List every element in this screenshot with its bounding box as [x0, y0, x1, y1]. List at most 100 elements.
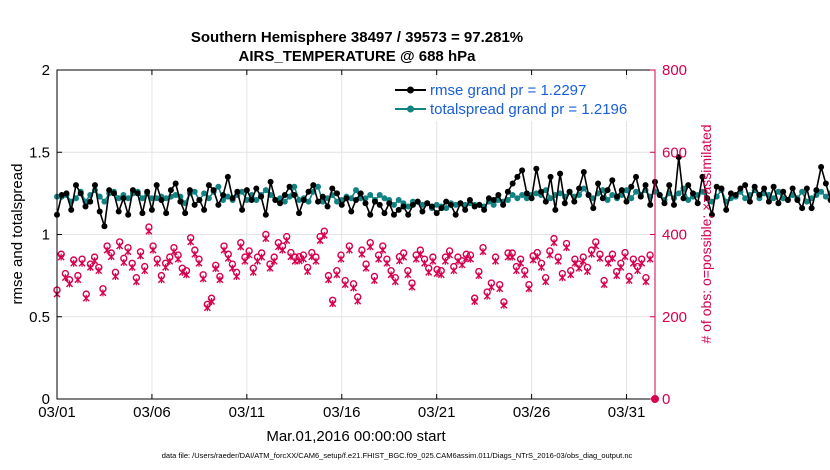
rmse-point	[509, 180, 516, 187]
obs-assimilated-point	[74, 276, 82, 284]
rmse-point	[566, 188, 573, 195]
obs-assimilated-point	[391, 278, 399, 286]
rmse-point	[229, 195, 236, 202]
obs-assimilated-point	[203, 304, 211, 312]
totalspread-point	[675, 190, 682, 197]
obs-assimilated-point	[408, 283, 416, 291]
rmse-point	[618, 187, 625, 194]
totalspread-point	[239, 188, 246, 195]
rmse-point	[324, 203, 331, 210]
rmse-point	[590, 205, 597, 212]
rmse-point	[77, 190, 84, 197]
totalspread-point	[504, 196, 511, 203]
obs-assimilated-point	[220, 246, 228, 254]
obs-assimilated-point	[479, 248, 487, 256]
obs-assimilated-point	[266, 264, 274, 272]
totalspread-point	[580, 185, 587, 192]
rmse-point	[68, 206, 75, 213]
rmse-point	[561, 200, 568, 207]
rmse-point	[775, 200, 782, 207]
totalspread-point	[172, 192, 179, 199]
totalspread-point	[533, 190, 540, 197]
rmse-point	[186, 187, 193, 194]
rmse-point	[680, 195, 687, 202]
footer-data-file: data file: /Users/raeder/DAI/ATM_forcXX/…	[162, 451, 633, 460]
rmse-point	[542, 198, 549, 205]
y-axis-label: rmse and totalspread	[9, 164, 26, 305]
obs-assimilated-point	[82, 294, 90, 302]
rmse-point	[253, 185, 260, 192]
y-axis-right-label: # of obs: o=possible; ×=assimilated	[698, 124, 714, 343]
rmse-point	[538, 188, 545, 195]
obs-assimilated-point	[116, 242, 124, 250]
obs-assimilated-point	[471, 298, 479, 306]
rmse-point	[571, 198, 578, 205]
obs-assimilated-point	[588, 250, 596, 258]
obs-assimilated-point	[358, 250, 366, 258]
x-tick-label: 03/06	[133, 404, 171, 421]
rmse-point	[428, 203, 435, 210]
x-tick-label: 03/01	[38, 404, 76, 421]
obs-assimilated-point	[537, 263, 545, 271]
rmse-point	[305, 188, 312, 195]
rmse-point	[813, 187, 820, 194]
rmse-point	[343, 195, 350, 202]
rmse-point	[82, 203, 89, 210]
rmse-point	[220, 192, 227, 199]
obs-assimilated-point	[162, 263, 170, 271]
rmse-point	[614, 193, 621, 200]
obs-assimilated-point	[646, 255, 654, 263]
obs-assimilated-point	[542, 278, 550, 286]
rmse-point	[201, 206, 208, 213]
obs-assimilated-point	[245, 251, 253, 259]
obs-assimilated-point	[66, 280, 74, 288]
rmse-point	[262, 211, 269, 218]
rmse-point	[129, 187, 136, 194]
obs-assimilated-point	[529, 256, 537, 264]
rmse-point	[286, 183, 293, 190]
obs-assimilated-point	[174, 255, 182, 263]
rmse-point	[106, 187, 113, 194]
rmse-point	[585, 192, 592, 199]
rmse-point	[144, 188, 151, 195]
totalspread-point	[623, 187, 630, 194]
totalspread-point	[381, 195, 388, 202]
rmse-point	[732, 192, 739, 199]
obs-assimilated-point	[558, 274, 566, 282]
obs-assimilated-point	[195, 259, 203, 267]
obs-assimilated-point	[500, 301, 508, 309]
totalspread-point	[296, 196, 303, 203]
rmse-point	[177, 198, 184, 205]
rmse-point	[761, 185, 768, 192]
obs-assimilated-point	[512, 267, 520, 275]
obs-assimilated-point	[592, 242, 600, 250]
totalspread-point	[191, 188, 198, 195]
totalspread-point	[405, 203, 412, 210]
y-right-tick-label: 200	[662, 309, 687, 326]
obs-assimilated-point	[421, 259, 429, 267]
rmse-point	[818, 164, 825, 171]
rmse-point	[87, 198, 94, 205]
rmse-point	[580, 168, 587, 175]
totalspread-point	[775, 188, 782, 195]
rmse-point	[310, 182, 317, 189]
y-axis-ticks: 0 0.5 1 1.5 2	[29, 62, 62, 408]
rmse-point	[604, 187, 611, 194]
rmse-point	[400, 203, 407, 210]
rmse-point	[699, 173, 706, 180]
rmse-point	[357, 190, 364, 197]
totalspread-point	[281, 198, 288, 205]
x-tick-label: 03/26	[513, 404, 551, 421]
obs-assimilated-point	[320, 231, 328, 239]
obs-assimilated-point	[295, 257, 303, 265]
obs-assimilated-point	[375, 255, 383, 263]
rmse-point	[481, 206, 488, 213]
rmse-point	[466, 196, 473, 203]
obs-assimilated-point	[199, 275, 207, 283]
rmse-point	[727, 190, 734, 197]
totalspread-point	[125, 195, 132, 202]
obs-assimilated-point	[224, 254, 232, 262]
rmse-point	[485, 195, 492, 202]
